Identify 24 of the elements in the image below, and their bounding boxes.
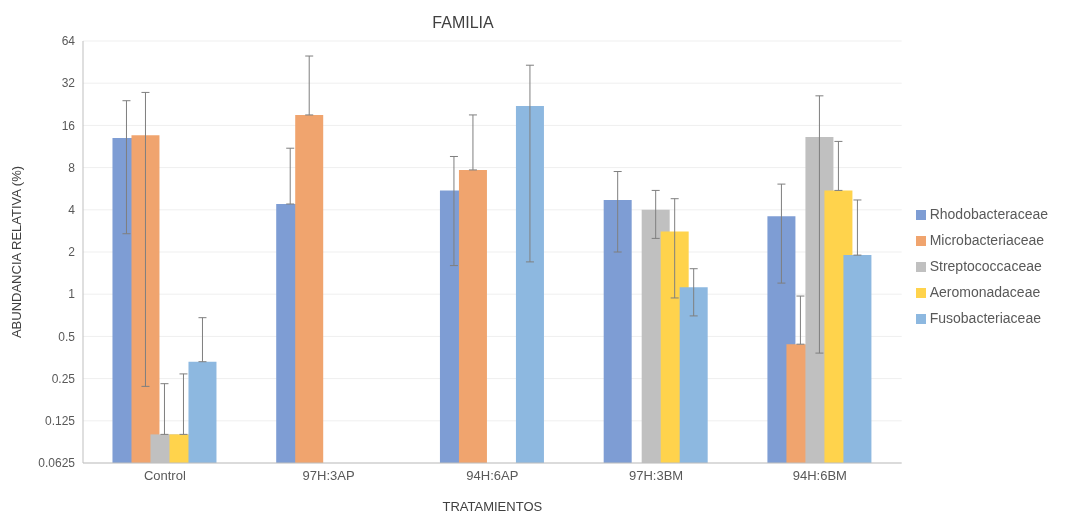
x-tick-label: Control xyxy=(143,468,186,484)
x-tick-label: 97H:3AP xyxy=(302,468,355,484)
x-axis-title: TRATAMIENTOS xyxy=(442,499,543,514)
y-tick-label: 0.125 xyxy=(44,414,76,429)
y-axis-title: ABUNDANCIA RELATIVA (%) xyxy=(8,165,24,339)
y-tick-label: 16 xyxy=(61,118,76,133)
legend-label: Streptococcaceae xyxy=(929,257,1042,274)
legend-label: Rhodobacteraceae xyxy=(929,205,1048,222)
y-tick-label: 4 xyxy=(68,203,76,218)
y-tick-label: 0.0625 xyxy=(38,456,76,471)
y-tick-label: 2 xyxy=(68,245,76,260)
legend-label: Aeromonadaceae xyxy=(929,283,1041,300)
y-tick-label: 32 xyxy=(61,76,76,91)
x-tick-label: 94H:6AP xyxy=(466,468,519,484)
chart-title: FAMILIA xyxy=(431,14,495,32)
y-tick-label: 64 xyxy=(61,34,76,49)
y-tick-label: 1 xyxy=(68,287,76,302)
y-tick-label: 0.5 xyxy=(58,329,76,344)
legend-label: Fusobacteriaceae xyxy=(929,309,1041,326)
x-tick-label: 97H:3BM xyxy=(628,468,684,484)
legend-label: Microbacteriaceae xyxy=(929,231,1045,248)
y-tick-label: 8 xyxy=(68,160,76,175)
y-tick-label: 0.25 xyxy=(51,371,76,386)
x-tick-label: 94H:6BM xyxy=(792,468,847,484)
